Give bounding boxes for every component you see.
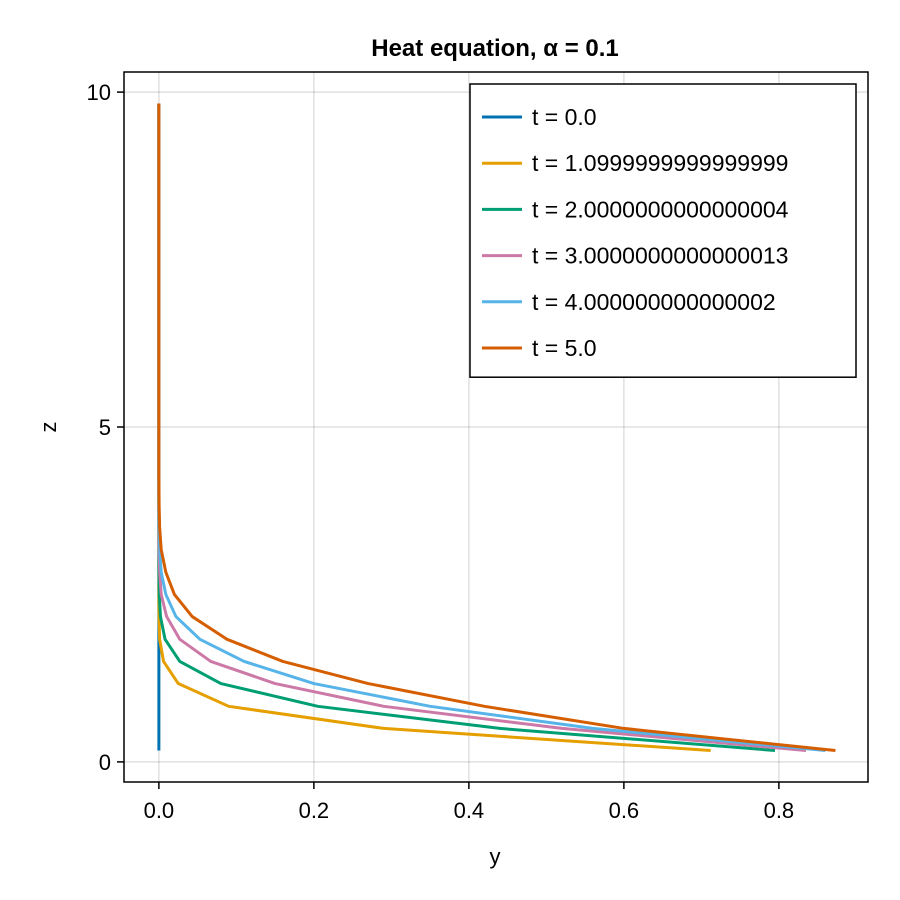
legend-box <box>469 83 857 378</box>
legend-label-1: t = 1.0999999999999999 <box>532 150 788 176</box>
y-tick-label: 5 <box>99 415 111 440</box>
legend-label-3: t = 3.0000000000000013 <box>532 243 788 269</box>
chart-title: Heat equation, α = 0.1 <box>371 35 619 62</box>
legend-label-0: t = 0.0 <box>532 104 597 130</box>
y-axis-label: z <box>36 422 61 433</box>
x-tick-label: 0.8 <box>764 798 795 823</box>
x-tick-label: 0.0 <box>144 798 175 823</box>
legend: t = 0.0 t = 1.0999999999999999 t = 2.00000… <box>469 83 857 378</box>
y-tick-label: 10 <box>87 80 111 105</box>
x-tick-label: 0.2 <box>299 798 330 823</box>
series-lines <box>157 103 836 753</box>
x-tick-label: 0.4 <box>454 798 485 823</box>
legend-label-4: t = 4.000000000000002 <box>532 289 776 315</box>
axis-ticks: 0.0 0.2 0.4 0.6 0.8 0 5 10 <box>87 80 795 823</box>
x-axis-label: y <box>490 844 501 869</box>
legend-label-2: t = 2.0000000000000004 <box>532 196 789 222</box>
legend-label-5: t = 5.0 <box>532 335 597 361</box>
series-line-5 <box>157 103 836 753</box>
y-tick-label: 0 <box>99 750 111 775</box>
x-tick-label: 0.6 <box>609 798 640 823</box>
